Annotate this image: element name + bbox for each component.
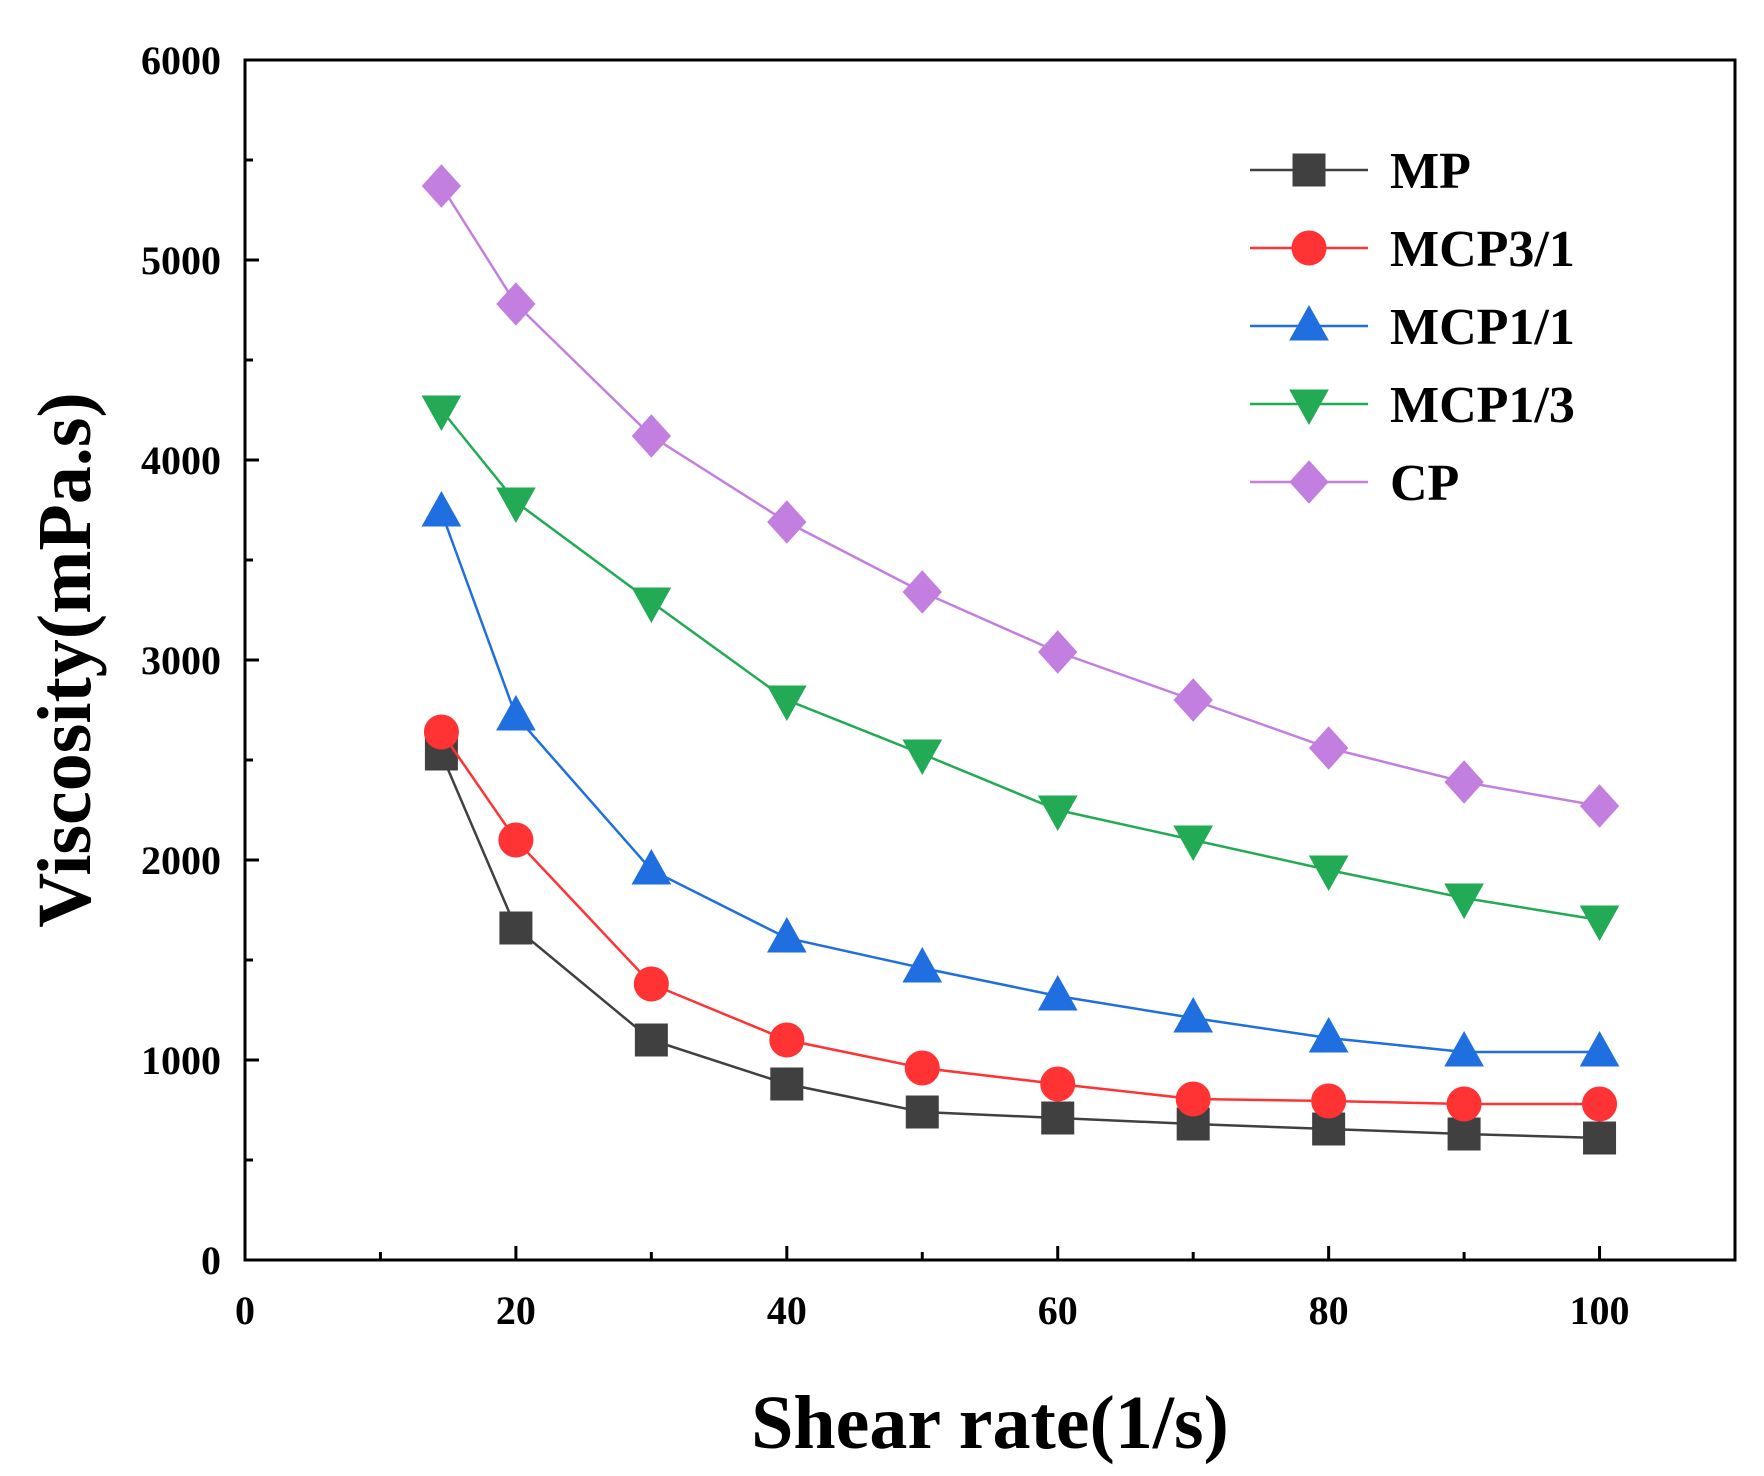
legend-item-mcp1-3: MCP1/3	[1250, 377, 1575, 434]
y-axis-title: Viscosity(mPa.s)	[23, 392, 107, 927]
legend-marker	[1289, 389, 1329, 426]
data-point-mcp1-1	[1444, 1030, 1484, 1067]
y-tick-label: 3000	[141, 638, 221, 683]
series-mcp1-3	[421, 395, 1620, 942]
series-cp	[421, 164, 1620, 828]
legend: MP MCP3/1 MCP1/1 MCP1/3 CP	[1250, 143, 1575, 512]
y-tick-label: 4000	[141, 438, 221, 483]
data-point-mcp3-1	[769, 1022, 805, 1058]
data-point-mcp1-1	[631, 848, 672, 885]
data-point-mcp1-3	[631, 587, 672, 624]
series-mcp3-1	[423, 714, 1618, 1122]
x-tick-label: 100	[1570, 1288, 1630, 1333]
data-point-mcp3-1	[1446, 1086, 1482, 1122]
legend-marker	[1289, 460, 1329, 504]
data-point-cp	[1038, 630, 1078, 674]
data-point-mp	[770, 1067, 804, 1101]
data-point-mp	[1447, 1117, 1481, 1151]
data-point-cp	[767, 500, 807, 544]
legend-label: MCP3/1	[1390, 221, 1575, 278]
data-point-mcp1-3	[1308, 855, 1349, 892]
y-tick-label: 6000	[141, 38, 221, 83]
y-tick-label: 5000	[141, 238, 221, 283]
x-axis-ticks: 0 20 40 60 80 100	[235, 1246, 1630, 1333]
series-line-mcp1-3	[440, 409, 1600, 922]
data-point-mcp1-3	[1579, 905, 1620, 942]
legend-label: MCP1/1	[1390, 299, 1575, 356]
legend-marker	[1291, 230, 1327, 266]
data-point-cp	[496, 282, 536, 326]
data-point-mcp1-1	[902, 946, 943, 983]
series-layer	[421, 164, 1620, 1155]
data-point-mcp1-1	[421, 490, 462, 527]
data-point-cp	[1579, 784, 1620, 828]
series-line-mcp3-1	[440, 731, 1600, 1106]
data-point-mcp3-1	[904, 1050, 940, 1086]
series-line-cp	[440, 185, 1600, 808]
series-mcp1-1	[421, 490, 1620, 1067]
data-point-mcp1-1	[1579, 1030, 1620, 1067]
data-point-mcp1-3	[1173, 825, 1214, 862]
x-tick-label: 20	[496, 1288, 536, 1333]
data-point-mcp1-3	[496, 487, 536, 524]
legend-label: MP	[1390, 143, 1471, 200]
legend-label: CP	[1390, 455, 1459, 512]
data-point-mcp3-1	[1175, 1081, 1211, 1117]
data-point-mcp3-1	[1582, 1086, 1618, 1122]
x-tick-label: 60	[1038, 1288, 1078, 1333]
legend-marker	[1292, 153, 1326, 187]
data-point-mp	[905, 1095, 939, 1129]
data-point-mcp3-1	[423, 714, 459, 750]
data-point-cp	[1308, 726, 1349, 770]
legend-label: MCP1/3	[1390, 377, 1575, 434]
data-point-mcp1-1	[1037, 974, 1078, 1011]
x-tick-label: 0	[235, 1288, 255, 1333]
data-point-mcp1-3	[766, 685, 807, 722]
y-tick-label: 0	[201, 1238, 221, 1283]
x-tick-label: 40	[767, 1288, 807, 1333]
x-tick-label: 80	[1309, 1288, 1349, 1333]
data-point-mp	[1041, 1101, 1075, 1135]
data-point-mp	[499, 911, 533, 945]
y-tick-label: 1000	[141, 1038, 221, 1083]
data-point-mcp1-1	[1308, 1016, 1349, 1053]
data-point-mcp3-1	[498, 822, 534, 858]
data-point-mp	[634, 1023, 668, 1057]
series-line-mp	[440, 753, 1600, 1140]
data-point-cp	[902, 570, 942, 614]
legend-marker	[1289, 304, 1329, 341]
data-point-mp	[1583, 1121, 1617, 1155]
data-point-mcp1-3	[902, 739, 943, 776]
data-point-mcp1-1	[1173, 996, 1214, 1033]
data-point-mcp1-3	[1037, 795, 1078, 832]
series-mp	[424, 737, 1617, 1155]
data-point-mcp3-1	[1311, 1083, 1347, 1119]
data-point-mcp1-3	[421, 395, 462, 432]
data-point-cp	[1173, 678, 1213, 722]
legend-item-cp: CP	[1250, 455, 1459, 512]
data-point-cp	[631, 414, 672, 458]
data-point-mcp1-3	[1444, 883, 1484, 920]
data-point-mcp1-1	[766, 916, 807, 953]
legend-item-mp: MP	[1250, 143, 1471, 200]
y-axis-ticks: 0 1000 2000 3000 4000 5000 6000	[141, 38, 259, 1283]
data-point-mcp3-1	[1040, 1066, 1076, 1102]
x-axis-title: Shear rate(1/s)	[751, 1381, 1229, 1465]
series-line-mcp1-1	[440, 511, 1600, 1054]
data-point-cp	[1444, 760, 1484, 804]
y-tick-label: 2000	[141, 838, 221, 883]
data-point-mcp3-1	[633, 966, 669, 1002]
data-point-mcp1-1	[496, 694, 536, 731]
data-point-cp	[421, 164, 462, 208]
legend-item-mcp3-1: MCP3/1	[1250, 221, 1575, 278]
legend-item-mcp1-1: MCP1/1	[1250, 299, 1575, 356]
